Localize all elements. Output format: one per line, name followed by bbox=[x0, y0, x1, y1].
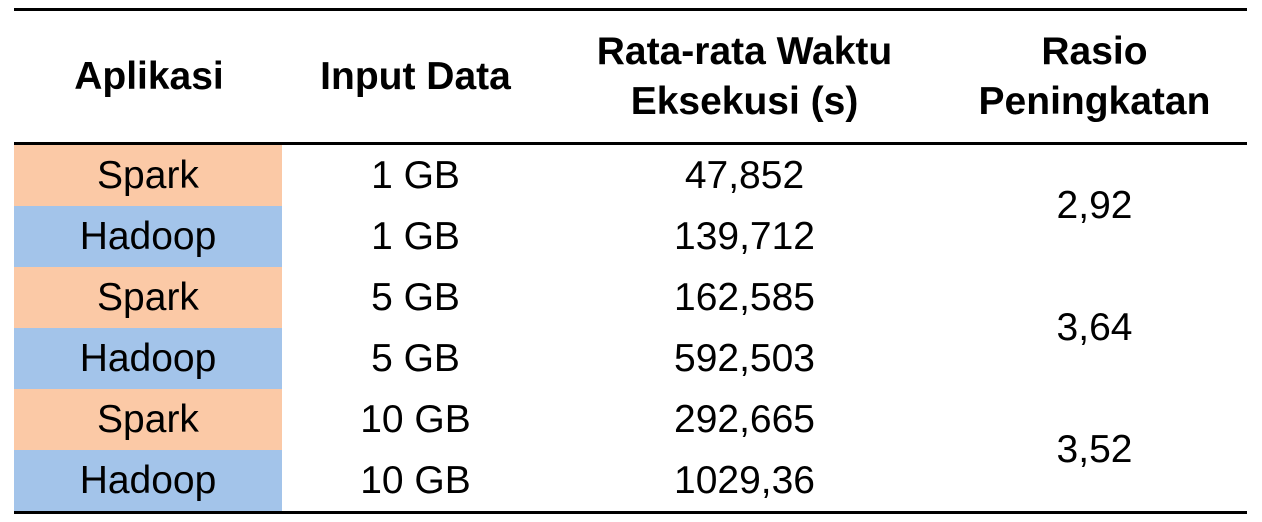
table-row: Hadoop 1 GB 139,712 bbox=[14, 206, 1247, 267]
input-cell: 5 GB bbox=[371, 275, 460, 319]
header-input-data: Input Data bbox=[284, 10, 547, 144]
rasio-cell: 3,64 bbox=[1056, 306, 1133, 349]
app-label-hadoop: Hadoop bbox=[14, 206, 282, 267]
header-row: Aplikasi Input Data Rata-rata Waktu Ekse… bbox=[14, 9, 1247, 144]
comparison-table: Aplikasi Input Data Rata-rata Waktu Ekse… bbox=[14, 8, 1247, 514]
table-row: Hadoop 5 GB 592,503 bbox=[14, 328, 1247, 389]
app-label-spark: Spark bbox=[14, 267, 282, 328]
table-header: Aplikasi Input Data Rata-rata Waktu Ekse… bbox=[14, 9, 1247, 144]
app-cell: Spark bbox=[14, 389, 284, 450]
table-body: Spark 1 GB 47,852 2,92 Hadoop 1 GB 139,7… bbox=[14, 144, 1247, 513]
input-cell: 10 GB bbox=[360, 397, 471, 441]
header-rasio-line2: Peningkatan bbox=[978, 79, 1211, 123]
waktu-cell: 139,712 bbox=[674, 214, 815, 258]
header-rasio: Rasio Peningkatan bbox=[942, 10, 1247, 144]
waktu-cell: 47,852 bbox=[684, 153, 805, 197]
waktu-cell: 592,503 bbox=[674, 336, 815, 380]
rasio-cell: 3,52 bbox=[1056, 428, 1133, 471]
waktu-cell: 292,665 bbox=[674, 397, 815, 441]
app-cell: Spark bbox=[14, 144, 284, 206]
app-cell: Hadoop bbox=[14, 450, 284, 513]
app-label-spark: Spark bbox=[14, 145, 282, 206]
input-cell: 1 GB bbox=[371, 153, 460, 197]
header-input-data-label: Input Data bbox=[320, 54, 511, 98]
waktu-cell: 1029,36 bbox=[674, 458, 815, 502]
table-row: Spark 10 GB 292,665 3,52 bbox=[14, 389, 1247, 471]
input-cell: 1 GB bbox=[371, 214, 460, 258]
table-row: Spark 5 GB 162,585 3,64 bbox=[14, 267, 1247, 349]
app-label-hadoop: Hadoop bbox=[14, 450, 282, 511]
app-cell: Spark bbox=[14, 267, 284, 328]
app-cell: Hadoop bbox=[14, 328, 284, 389]
input-cell: 5 GB bbox=[371, 336, 460, 380]
waktu-cell: 162,585 bbox=[674, 275, 815, 319]
rasio-cell: 2,92 bbox=[1056, 184, 1133, 227]
table-row: Spark 1 GB 47,852 2,92 bbox=[14, 144, 1247, 227]
header-rasio-line1: Rasio bbox=[1041, 29, 1148, 73]
app-label-spark: Spark bbox=[14, 389, 282, 450]
header-waktu: Rata-rata Waktu Eksekusi (s) bbox=[547, 10, 942, 144]
header-aplikasi-label: Aplikasi bbox=[74, 54, 224, 98]
header-aplikasi: Aplikasi bbox=[14, 10, 284, 144]
app-label-hadoop: Hadoop bbox=[14, 328, 282, 389]
header-waktu-line1: Rata-rata Waktu bbox=[596, 29, 893, 73]
app-cell: Hadoop bbox=[14, 206, 284, 267]
header-waktu-line2: Eksekusi (s) bbox=[630, 79, 859, 123]
table-row: Hadoop 10 GB 1029,36 bbox=[14, 450, 1247, 513]
input-cell: 10 GB bbox=[360, 458, 471, 502]
